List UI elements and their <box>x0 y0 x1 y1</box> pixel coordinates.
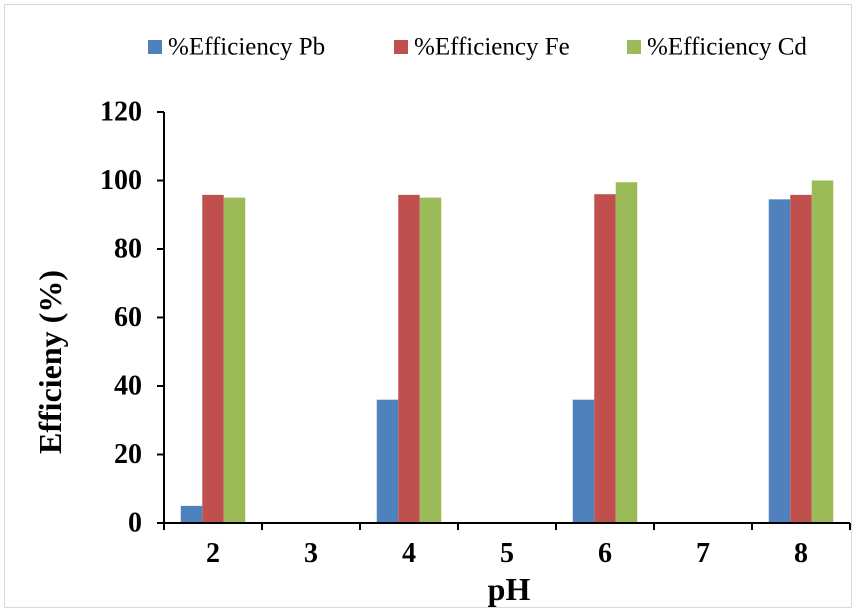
bars <box>180 180 834 523</box>
x-tick-label: 7 <box>696 538 710 569</box>
bar-efficiency-fe-ph-4 <box>398 194 420 523</box>
y-tick-label: 80 <box>114 234 142 265</box>
bar-efficiency-cd-ph-6 <box>615 182 638 523</box>
legend-label: %Efficiency Pb <box>168 34 325 61</box>
x-tick-label: 2 <box>206 538 220 569</box>
legend-swatch <box>148 40 162 54</box>
bar-efficiency-fe-ph-6 <box>594 194 616 523</box>
y-axis-ticks: 0 20 40 60 80 100 120 <box>100 97 164 539</box>
y-tick-label: 120 <box>100 97 142 128</box>
x-axis-ticks: 2 3 4 5 6 7 8 <box>163 523 851 569</box>
x-tick-label: 6 <box>598 538 612 569</box>
x-tick-label: 3 <box>304 538 318 569</box>
y-tick-label: 0 <box>128 508 142 539</box>
bar-efficiency-cd-ph-4 <box>419 197 442 523</box>
bar-efficiency-pb-ph-8 <box>768 199 791 523</box>
bar-efficiency-fe-ph-8 <box>790 194 812 523</box>
y-axis-title: Efficieny (%) <box>32 270 68 454</box>
legend-label: %Efficiency Cd <box>647 34 807 61</box>
x-tick-label: 8 <box>794 538 808 569</box>
chart-frame <box>4 4 852 608</box>
x-tick-label: 4 <box>402 538 416 569</box>
legend-label: %Efficiency Fe <box>414 34 570 61</box>
bar-efficiency-pb-ph-2 <box>180 505 203 523</box>
legend: %Efficiency Pb %Efficiency Fe %Efficiency … <box>148 34 807 61</box>
bar-efficiency-pb-ph-6 <box>572 399 595 523</box>
y-tick-label: 100 <box>100 165 142 196</box>
bar-efficiency-fe-ph-2 <box>202 194 224 523</box>
bar-efficiency-pb-ph-4 <box>376 399 399 523</box>
legend-swatch <box>394 40 408 54</box>
bar-efficiency-cd-ph-2 <box>223 197 246 523</box>
x-tick-label: 5 <box>500 538 514 569</box>
legend-swatch <box>627 40 641 54</box>
bar-efficiency-cd-ph-8 <box>811 180 834 523</box>
x-axis-title: pH <box>488 571 531 607</box>
y-tick-label: 20 <box>114 439 142 470</box>
y-tick-label: 60 <box>114 302 142 333</box>
y-tick-label: 40 <box>114 371 142 402</box>
